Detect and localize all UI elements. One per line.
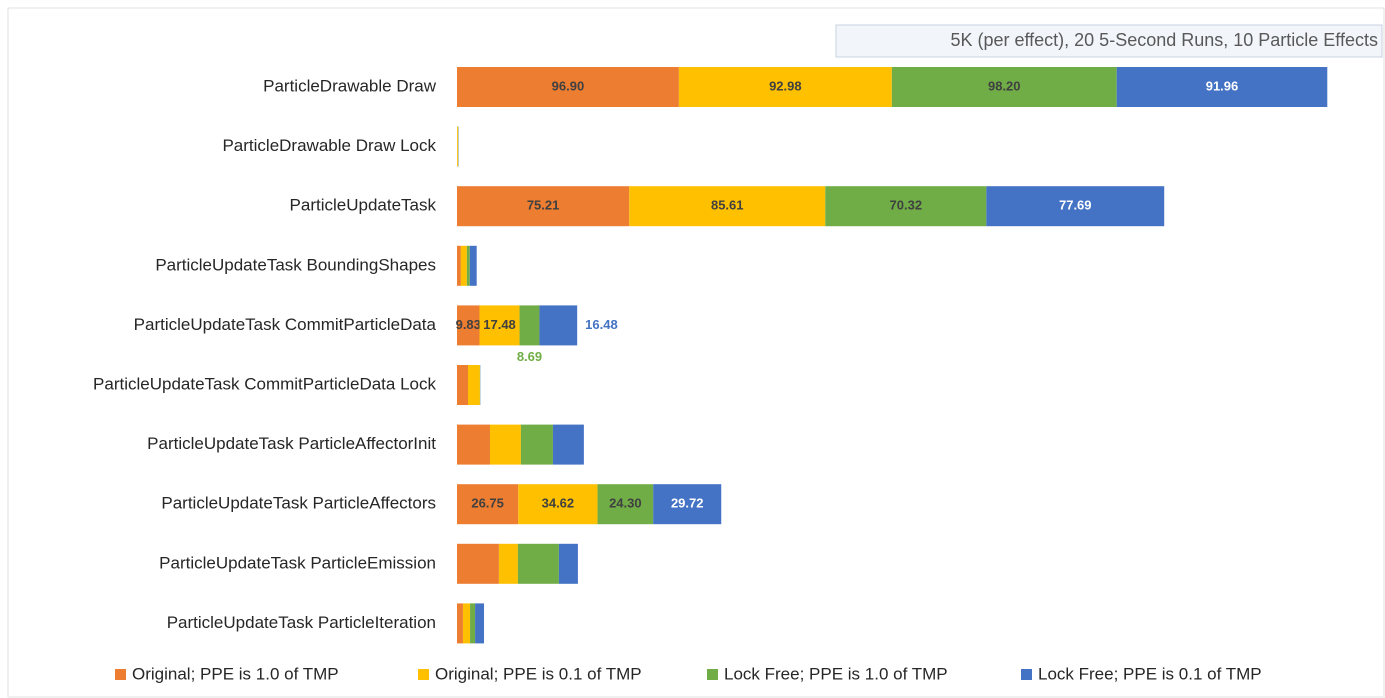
y-tick-label: ParticleUpdateTask ParticleEmission: [159, 553, 436, 572]
y-tick-label: ParticleDrawable Draw: [263, 76, 437, 95]
bar-segment: [539, 305, 578, 346]
data-label: 29.72: [671, 496, 704, 511]
data-label: 98.20: [988, 78, 1021, 93]
legend-label: Original; PPE is 1.0 of TMP: [132, 664, 339, 683]
data-label: 96.90: [552, 78, 585, 93]
legend-swatch: [1021, 669, 1032, 680]
bar-segment: [457, 543, 499, 584]
data-label: 85.61: [711, 198, 744, 213]
legend-swatch: [707, 669, 718, 680]
y-tick-label: ParticleUpdateTask ParticleAffectors: [161, 494, 436, 513]
bar-segment: [986, 186, 1165, 227]
bar-segment: [498, 543, 518, 584]
chart-title: 5K (per effect), 20 5-Second Runs, 10 Pa…: [950, 30, 1378, 50]
data-label: 91.96: [1206, 78, 1239, 93]
title-box: [835, 24, 1383, 58]
bar-segment: [460, 245, 467, 286]
legend-label: Lock Free; PPE is 1.0 of TMP: [724, 664, 948, 683]
bar-segment: [457, 245, 461, 286]
data-label: 34.62: [542, 496, 575, 511]
data-label: 24.30: [609, 496, 642, 511]
data-label: 70.32: [890, 198, 923, 213]
data-label: 75.21: [527, 198, 560, 213]
bar-segment: [466, 245, 470, 286]
y-tick-label: ParticleUpdateTask: [290, 196, 437, 215]
bar-segment: [519, 305, 540, 346]
bar-segment: [678, 67, 892, 107]
bar-segment: [457, 305, 480, 346]
y-tick-label: ParticleDrawable Draw Lock: [222, 136, 436, 155]
bar-segment: [825, 186, 987, 227]
bar-segment: [597, 484, 654, 525]
y-tick-label: ParticleUpdateTask CommitParticleData: [134, 315, 437, 334]
data-label: 16.48: [585, 317, 618, 332]
bar-segment: [457, 484, 519, 525]
bar-segment: [489, 424, 521, 465]
y-tick-label: ParticleUpdateTask ParticleIteration: [167, 613, 436, 632]
bar-segment: [558, 543, 578, 584]
bar-segment: [653, 484, 722, 525]
bar-segment: [517, 543, 559, 584]
bar-segment: [467, 365, 480, 405]
bar-segment: [629, 186, 826, 227]
data-label: 8.69: [517, 349, 542, 364]
bar-segment: [518, 484, 598, 525]
bar-segment: [891, 67, 1117, 107]
bar-segment: [479, 305, 520, 346]
bar-segment: [457, 186, 630, 227]
bar-segment: [457, 603, 463, 644]
bar-segment: [520, 424, 553, 465]
data-label: 26.75: [471, 496, 504, 511]
bar-segment: [457, 126, 459, 167]
y-tick-label: ParticleUpdateTask BoundingShapes: [155, 255, 436, 274]
chart-border: [7, 7, 1385, 698]
bar-segment: [1116, 67, 1328, 107]
legend-swatch: [115, 669, 126, 680]
bar-segment: [475, 603, 485, 644]
legend-label: Original; PPE is 0.1 of TMP: [435, 664, 642, 683]
data-label: 17.48: [483, 317, 516, 332]
bar-segment: [462, 603, 471, 644]
bar-segment: [469, 245, 477, 286]
y-tick-label: ParticleUpdateTask ParticleAffectorInit: [147, 434, 436, 453]
bar-segment: [552, 424, 584, 465]
y-tick-label: ParticleUpdateTask CommitParticleData Lo…: [93, 374, 436, 393]
legend-label: Lock Free; PPE is 0.1 of TMP: [1038, 664, 1262, 683]
bar-segment: [457, 365, 468, 405]
bar-segment: [470, 603, 476, 644]
bar-segment: [457, 424, 490, 465]
data-label: 92.98: [769, 78, 802, 93]
bar-segment: [457, 67, 679, 107]
legend-swatch: [418, 669, 429, 680]
data-label: 77.69: [1059, 198, 1092, 213]
data-label: 9.83: [456, 317, 481, 332]
